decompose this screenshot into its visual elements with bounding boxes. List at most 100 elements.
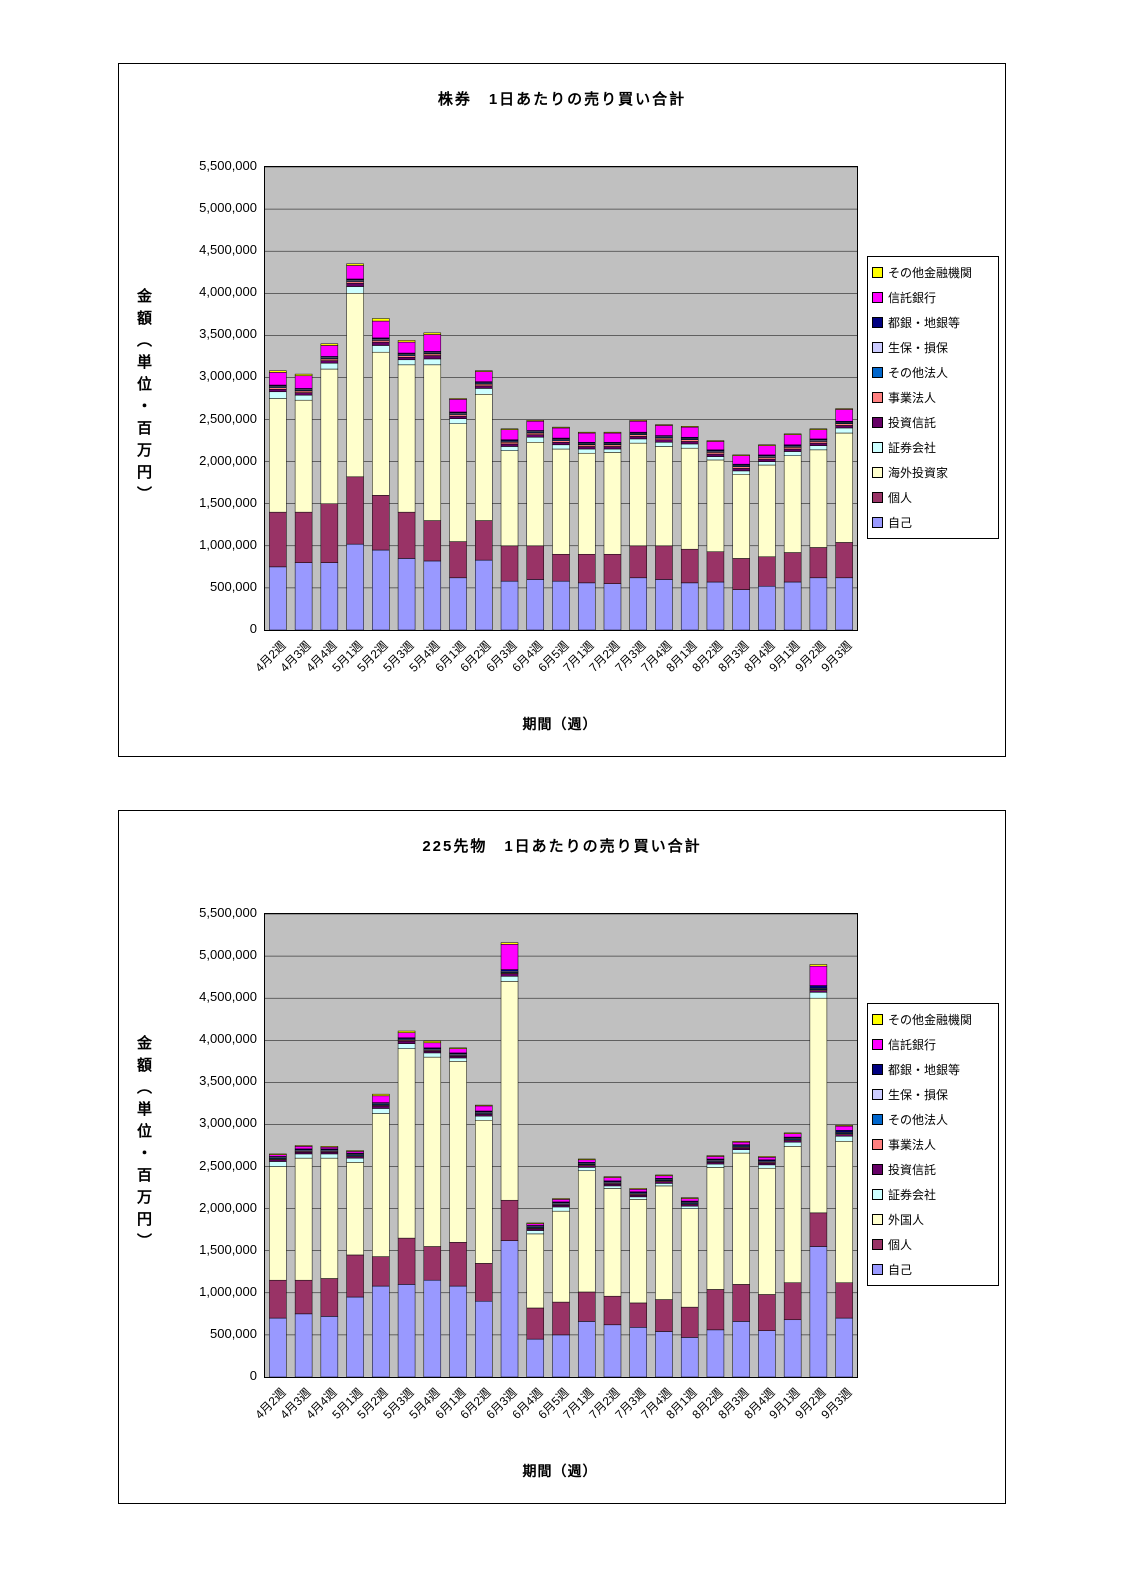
bar-segment-個人 [552, 1301, 570, 1336]
bar-segment-自己 [269, 566, 287, 630]
legend-item: 生保・損保 [872, 1082, 994, 1107]
legend-label: 外国人 [888, 1213, 925, 1227]
bar-segment-証券会社 [835, 1135, 853, 1142]
legend-label: 都銀・地銀等 [888, 1063, 961, 1077]
y-tick-label: 1,500,000 [199, 494, 257, 510]
bar-segment-投資信託 [320, 360, 339, 364]
bar-segment-個人 [758, 1294, 776, 1331]
bar-segment-その他金融機関 [783, 1132, 802, 1134]
bar-segment-投資信託 [526, 1228, 545, 1231]
bar-segment-個人 [809, 547, 828, 579]
legend-swatch [872, 292, 883, 303]
bar-segment-信託銀行 [732, 1141, 750, 1145]
bar-segment-信託銀行 [603, 1177, 622, 1182]
bar-segment-投資信託 [732, 1147, 750, 1150]
bar-segment-証券会社 [655, 442, 673, 447]
bar-segment-証券会社 [680, 443, 699, 449]
bar-segment-投資信託 [423, 1050, 442, 1054]
bar-segment-事業法人 [500, 442, 519, 445]
bar-segment-投資信託 [680, 1204, 699, 1207]
legend-swatch [872, 392, 883, 403]
bar-segment-信託銀行 [346, 1151, 364, 1154]
bar-segment-投資信託 [783, 448, 802, 452]
bar-segment-投資信託 [500, 443, 519, 447]
bar-segment-信託銀行 [783, 434, 802, 446]
bar-segment-個人 [346, 1254, 364, 1298]
bar-segment-事業法人 [397, 355, 416, 358]
bar-segment-自己 [706, 581, 725, 630]
bar-segment-その他金融機関 [835, 1125, 853, 1127]
bar-segment-信託銀行 [397, 1032, 416, 1038]
bar-segment-個人 [449, 541, 467, 579]
bar-segment-自己 [423, 560, 442, 630]
bar-segment-個人 [449, 1242, 467, 1287]
bar-segment-事業法人 [835, 423, 853, 426]
bar-segment-外国人 [346, 1162, 364, 1256]
bar-segment-信託銀行 [552, 427, 570, 439]
bar-segment-外国人 [603, 1188, 622, 1297]
bar-segment-その他金融機関 [552, 1198, 570, 1200]
bar-segment-自己 [706, 1329, 725, 1377]
bar-segment-事業法人 [783, 447, 802, 450]
bar-segment-個人 [680, 1306, 699, 1338]
bar-segment-信託銀行 [732, 455, 750, 465]
legend-swatch [872, 492, 883, 503]
bar-segment-その他金融機関 [758, 1156, 776, 1158]
y-tick-label: 2,500,000 [199, 410, 257, 426]
bar-segment-個人 [783, 1282, 802, 1321]
legend-label: 生保・損保 [888, 1088, 949, 1102]
bar-segment-海外投資家 [552, 448, 570, 555]
bar-segment-信託銀行 [500, 944, 519, 970]
y-tick-label: 3,000,000 [199, 368, 257, 384]
bar-segment-個人 [475, 520, 493, 561]
bar-segment-投資信託 [758, 1162, 776, 1166]
legend: その他金融機関 信託銀行 都銀・地銀等 生保・損保 その他法人 事業法人 投資信託 証券会社外… [867, 1003, 999, 1286]
bar-segment-自己 [629, 577, 647, 630]
bar-segment-証券会社 [526, 1230, 545, 1235]
legend-item: 都銀・地銀等 [872, 1057, 994, 1082]
bar-segment-外国人 [320, 1157, 339, 1279]
bar-segment-海外投資家 [629, 442, 647, 547]
bar-segment-海外投資家 [706, 459, 725, 552]
y-axis-title: 金額（単位・百万円） [135, 287, 152, 508]
bar-segment-外国人 [449, 1061, 467, 1243]
bar-segment-事業法人 [475, 383, 493, 387]
x-axis-title: 期間（週） [522, 716, 598, 732]
bar-segment-自己 [655, 1331, 673, 1377]
y-tick-label: 4,500,000 [199, 242, 257, 258]
bar-segment-その他金融機関 [706, 440, 725, 442]
y-tick-label: 3,500,000 [199, 1073, 257, 1089]
legend-item: 都銀・地銀等 [872, 310, 994, 335]
bar-segment-海外投資家 [655, 446, 673, 547]
bar-segment-自己 [758, 585, 776, 630]
bar-segment-海外投資家 [294, 399, 313, 513]
bar-segment-信託銀行 [526, 420, 545, 431]
bar-segment-事業法人 [577, 444, 596, 447]
bar-segment-証券会社 [629, 1196, 647, 1200]
bar-segment-信託銀行 [372, 1095, 390, 1103]
legend-item: その他金融機関 [872, 1007, 994, 1032]
plot-area [264, 913, 858, 1378]
bar-segment-自己 [500, 580, 519, 630]
bar-segment-自己 [732, 1321, 750, 1377]
bar-segment-信託銀行 [758, 445, 776, 456]
y-tick-label: 500,000 [210, 1325, 257, 1341]
bar-segment-事業法人 [320, 358, 339, 361]
bar-segment-その他金融機関 [500, 942, 519, 945]
bar-segment-証券会社 [269, 1161, 287, 1167]
bar-segment-自己 [500, 1240, 519, 1377]
bar-segment-自己 [655, 579, 673, 630]
legend-item: 外国人 [872, 1207, 994, 1232]
legend: その他金融機関 信託銀行 都銀・地銀等 生保・損保 その他法人 事業法人 投資信託 証券会社海… [867, 256, 999, 539]
bar-segment-投資信託 [449, 415, 467, 419]
bar-segment-海外投資家 [758, 464, 776, 558]
bar-segment-外国人 [680, 1208, 699, 1308]
bar-segment-その他金融機関 [294, 373, 313, 377]
bar-segment-その他金融機関 [655, 424, 673, 426]
legend-swatch [872, 467, 883, 478]
legend-item: 投資信託 [872, 410, 994, 435]
bar-segment-海外投資家 [680, 447, 699, 550]
bar-segment-個人 [629, 1302, 647, 1328]
legend-swatch [872, 417, 883, 428]
bar-segment-信託銀行 [835, 1125, 853, 1131]
